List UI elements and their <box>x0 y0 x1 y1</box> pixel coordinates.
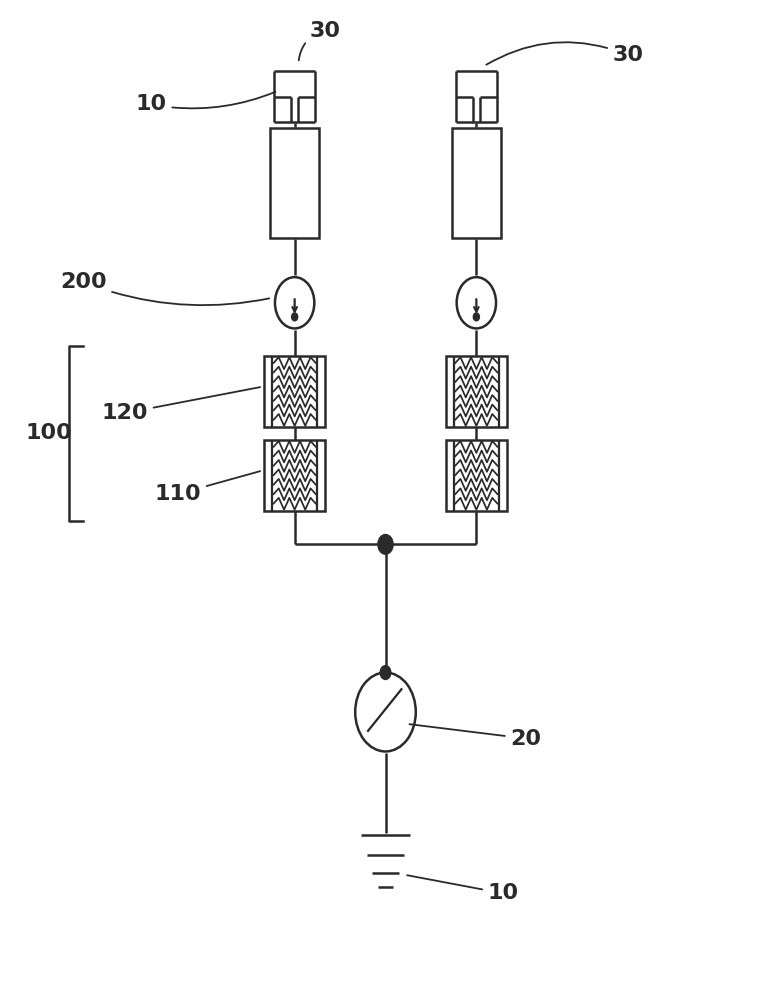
Text: 110: 110 <box>154 471 260 504</box>
Text: 120: 120 <box>102 387 260 423</box>
Circle shape <box>291 313 298 321</box>
Text: 100: 100 <box>26 423 72 443</box>
Text: 30: 30 <box>298 21 341 60</box>
Text: 10: 10 <box>407 875 519 903</box>
Bar <box>270 128 319 238</box>
Circle shape <box>473 313 480 321</box>
Circle shape <box>378 535 393 554</box>
Bar <box>452 128 501 238</box>
Bar <box>264 356 325 427</box>
Bar <box>264 440 325 511</box>
Text: 20: 20 <box>409 724 541 749</box>
Text: 10: 10 <box>136 92 275 114</box>
Bar <box>446 356 507 427</box>
Bar <box>446 440 507 511</box>
Circle shape <box>380 666 391 679</box>
Text: 30: 30 <box>487 42 644 65</box>
Text: 200: 200 <box>60 272 269 305</box>
